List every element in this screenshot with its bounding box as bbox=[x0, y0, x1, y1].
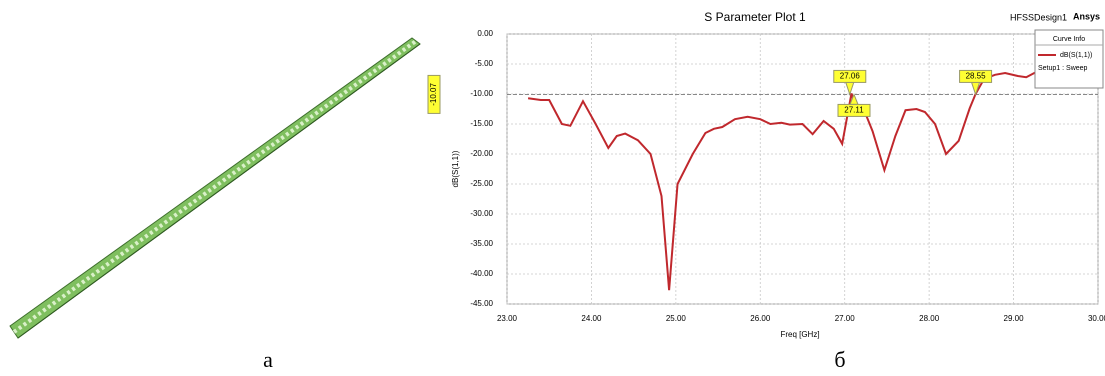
figure: а б S Parameter Plot 1 HFSSDesign1 Ansys… bbox=[0, 0, 1105, 376]
panel-label: б bbox=[834, 347, 845, 372]
antenna-render bbox=[10, 38, 420, 338]
x-tick-label: 29.00 bbox=[1004, 314, 1025, 323]
y-tick-label: -35.00 bbox=[470, 239, 493, 248]
chart-title: S Parameter Plot 1 bbox=[704, 10, 806, 24]
y-tick-label: -15.00 bbox=[470, 119, 493, 128]
legend-entry: dB(S(1,1)) bbox=[1060, 52, 1092, 59]
x-tick-label: 30.00 bbox=[1088, 314, 1105, 323]
x-axis-label: Freq [GHz] bbox=[780, 330, 819, 339]
legend-title: Curve Info bbox=[1053, 36, 1085, 43]
y-tick-label: -25.00 bbox=[470, 179, 493, 188]
brand: Ansys bbox=[1073, 11, 1100, 21]
x-tick-label: 28.00 bbox=[919, 314, 940, 323]
x-tick-label: 25.00 bbox=[666, 314, 687, 323]
legend-subtitle: Setup1 : Sweep bbox=[1038, 65, 1088, 72]
y-tick-label: -20.00 bbox=[470, 149, 493, 158]
panel-label: а bbox=[263, 347, 273, 372]
marker-label: 27.06 bbox=[840, 72, 861, 81]
marker-label: 27.11 bbox=[844, 106, 864, 115]
y-tick-label: -40.00 bbox=[470, 269, 493, 278]
y-axis-label: dB(S(1,1)) bbox=[451, 150, 460, 187]
y-tick-label: -45.00 bbox=[470, 299, 493, 308]
y-tick-label: 0.00 bbox=[477, 29, 493, 38]
x-tick-label: 26.00 bbox=[750, 314, 771, 323]
y-tick-label: -30.00 bbox=[470, 209, 493, 218]
y-tick-label: -10.00 bbox=[470, 89, 493, 98]
reference-label: -10.07 bbox=[429, 83, 438, 106]
y-tick-label: -5.00 bbox=[475, 59, 494, 68]
x-tick-label: 23.00 bbox=[497, 314, 518, 323]
x-tick-label: 24.00 bbox=[581, 314, 602, 323]
design-name: HFSSDesign1 bbox=[1010, 12, 1067, 22]
marker-label: 28.55 bbox=[966, 72, 987, 81]
x-tick-label: 27.00 bbox=[835, 314, 856, 323]
